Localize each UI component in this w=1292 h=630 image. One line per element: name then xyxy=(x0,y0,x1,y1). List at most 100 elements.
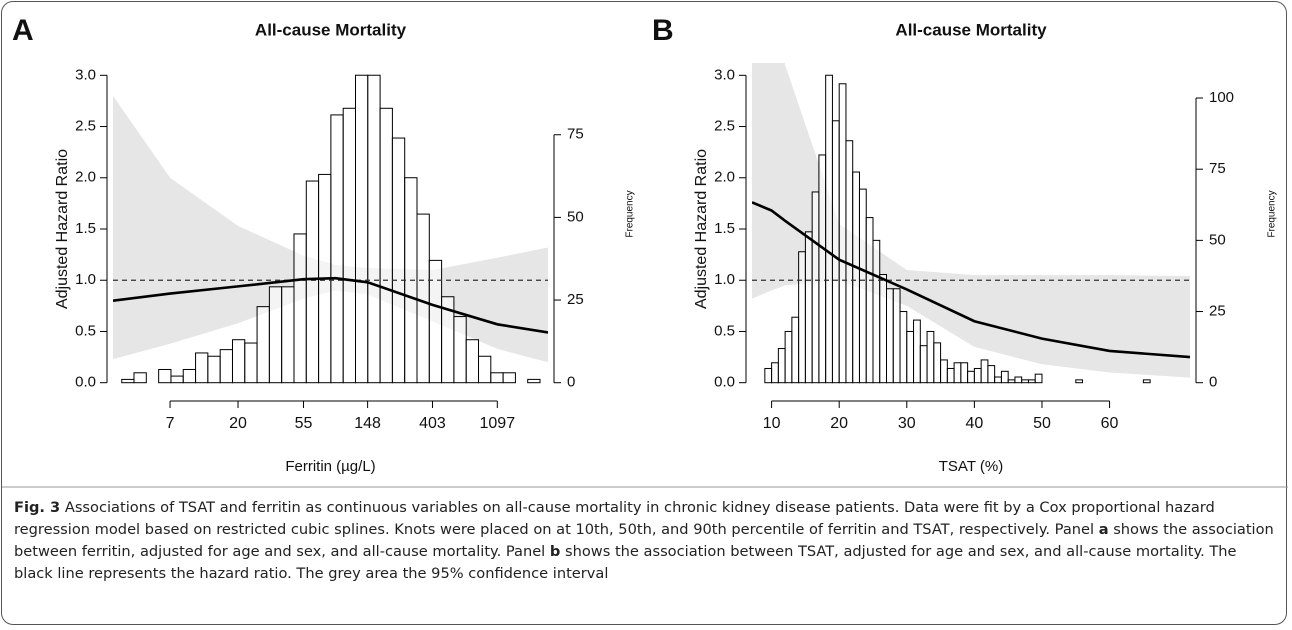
x-tick-label: 20 xyxy=(830,415,848,432)
y2-tick-label: 50 xyxy=(1209,231,1226,248)
x-axis-label: TSAT (%) xyxy=(939,458,1003,475)
histogram-bar xyxy=(953,362,962,384)
x-tick-label: 40 xyxy=(965,415,983,432)
x-tick-label: 30 xyxy=(898,415,916,432)
y2-tick-label: 75 xyxy=(567,126,584,143)
confidence-band xyxy=(752,63,1190,378)
histogram-bar xyxy=(1034,373,1043,384)
histogram-bar xyxy=(919,345,928,384)
y-tick-label: 0.0 xyxy=(75,374,96,391)
panel-label: A xyxy=(12,14,34,47)
caption-text: shows the association between TSAT, adju… xyxy=(14,543,1237,582)
y-tick-label: 3.0 xyxy=(714,66,735,83)
histogram-bar xyxy=(784,330,793,384)
histogram-bar xyxy=(158,368,172,384)
y2-axis-label: Frequency xyxy=(625,190,636,237)
histogram-bar xyxy=(1021,379,1029,384)
y-tick-label: 1.0 xyxy=(75,271,96,288)
histogram-bar xyxy=(886,288,894,384)
histogram-bar xyxy=(465,339,480,384)
histogram-bar xyxy=(973,367,982,384)
y2-axis-label: Frequency xyxy=(1267,190,1278,237)
histogram-bar xyxy=(933,342,942,384)
histogram-bar xyxy=(818,154,827,384)
histogram-bar xyxy=(987,365,996,384)
plot-area xyxy=(113,74,548,384)
histogram-bar xyxy=(268,286,283,384)
y-tick-label: 2.5 xyxy=(714,117,735,134)
y-axis-label: Adjusted Hazard Ratio xyxy=(693,149,710,309)
y-tick-label: 2.5 xyxy=(75,117,96,134)
histogram-bar xyxy=(811,191,820,384)
histogram-bar xyxy=(994,376,1002,384)
y-tick-label: 1.5 xyxy=(714,220,735,237)
histogram-bar xyxy=(256,306,270,384)
y-tick-label: 1.5 xyxy=(75,220,96,237)
histogram-bar xyxy=(906,330,915,384)
histogram-bar xyxy=(926,330,935,384)
y2-tick-label: 0 xyxy=(1209,374,1217,391)
histogram-bar xyxy=(1142,379,1151,384)
histogram-bar xyxy=(416,213,430,384)
y2-tick-label: 25 xyxy=(567,291,584,308)
histogram-bar xyxy=(798,251,806,384)
y-tick-label: 0.5 xyxy=(75,322,96,339)
histogram-bar xyxy=(777,348,786,384)
histogram-bar xyxy=(453,316,467,384)
histogram-bar xyxy=(940,359,948,384)
histogram-bar xyxy=(1014,376,1023,384)
histogram-bar xyxy=(1007,379,1016,384)
y-tick-label: 3.0 xyxy=(75,66,96,83)
histogram-bar xyxy=(872,239,881,384)
histogram-bar xyxy=(1000,370,1009,384)
hazard-ratio-line xyxy=(752,201,1190,359)
hazard-ratio-line xyxy=(113,276,548,334)
histogram-bar xyxy=(791,316,800,384)
histogram-bar xyxy=(980,359,989,384)
x-tick-label: 7 xyxy=(166,415,175,432)
histogram-bar xyxy=(342,107,356,384)
panel-label: B xyxy=(652,14,674,47)
histogram-bar xyxy=(967,370,975,384)
caption-label: Fig. 3 xyxy=(14,499,61,516)
y-tick-label: 0.0 xyxy=(714,374,735,391)
chart-title: All-cause Mortality xyxy=(895,20,1047,39)
histogram-bar xyxy=(354,74,369,384)
histogram-bar xyxy=(428,259,443,384)
histogram-bar xyxy=(490,372,504,384)
y-tick-label: 2.0 xyxy=(75,169,96,186)
caption: Fig. 3 Associations of TSAT and ferritin… xyxy=(14,497,1276,585)
histogram-bar xyxy=(865,217,874,384)
histogram-bar xyxy=(1075,379,1084,384)
histogram-bar xyxy=(305,180,320,384)
histogram-bar xyxy=(1027,379,1036,384)
y-axis-label: Adjusted Hazard Ratio xyxy=(54,149,71,309)
histogram-bar xyxy=(960,362,969,384)
histogram-bar xyxy=(231,339,246,384)
caption-text: b xyxy=(549,543,561,560)
histogram-bar xyxy=(771,362,779,384)
x-tick-label: 10 xyxy=(763,415,781,432)
x-tick-label: 20 xyxy=(229,415,247,432)
histogram-bar xyxy=(219,349,233,384)
histogram-bar xyxy=(879,274,888,384)
x-tick-label: 403 xyxy=(419,415,446,432)
histogram-bar xyxy=(293,233,307,384)
histogram-bar xyxy=(838,83,847,384)
y-tick-label: 0.5 xyxy=(714,322,735,339)
plot-area xyxy=(752,63,1190,384)
x-tick-label: 60 xyxy=(1101,415,1119,432)
histogram-bar xyxy=(207,355,221,384)
histogram-bar xyxy=(831,120,840,384)
chart-title: All-cause Mortality xyxy=(255,20,407,39)
x-tick-label: 1097 xyxy=(480,415,516,432)
histogram-bar xyxy=(133,372,147,384)
histogram-bar xyxy=(195,352,209,384)
caption-text: Associations of TSAT and ferritin as con… xyxy=(14,499,1215,538)
histogram-bar xyxy=(121,378,135,384)
y2-tick-label: 0 xyxy=(567,374,575,391)
y2-tick-label: 25 xyxy=(1209,302,1226,319)
histogram-bar xyxy=(845,140,854,384)
x-tick-label: 148 xyxy=(354,415,381,432)
